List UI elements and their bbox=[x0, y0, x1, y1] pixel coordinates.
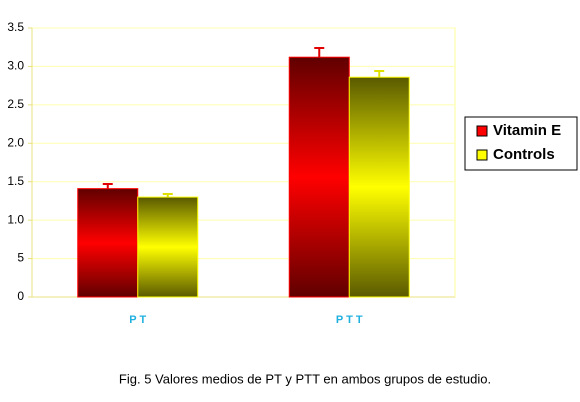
legend-swatch bbox=[476, 149, 488, 161]
legend-label: Vitamin E bbox=[493, 122, 561, 139]
error-bar bbox=[162, 193, 173, 198]
bar bbox=[348, 76, 410, 298]
legend-label: Controls bbox=[493, 146, 555, 163]
bar bbox=[288, 56, 350, 298]
x-tick-label: P T T bbox=[336, 314, 363, 326]
y-tick-label: 3.0 bbox=[7, 59, 24, 73]
error-bar bbox=[374, 70, 385, 78]
y-tick-label: 2.0 bbox=[7, 135, 24, 149]
bar bbox=[137, 196, 199, 298]
bar bbox=[77, 188, 139, 298]
legend-swatch bbox=[476, 125, 488, 137]
error-bar bbox=[314, 46, 325, 58]
y-tick-label: 1.5 bbox=[7, 174, 24, 188]
y-tick-label: 3.5 bbox=[7, 20, 24, 34]
caption: Fig. 5 Valores medios de PT y PTT en amb… bbox=[119, 371, 491, 386]
error-bar bbox=[102, 183, 113, 189]
x-tick-label: P T bbox=[129, 314, 146, 326]
y-tick-label: 2.5 bbox=[7, 97, 24, 111]
y-tick-label: 0 bbox=[17, 289, 24, 303]
y-tick-label: 5 bbox=[17, 251, 24, 265]
y-tick-label: 1.0 bbox=[7, 212, 24, 226]
